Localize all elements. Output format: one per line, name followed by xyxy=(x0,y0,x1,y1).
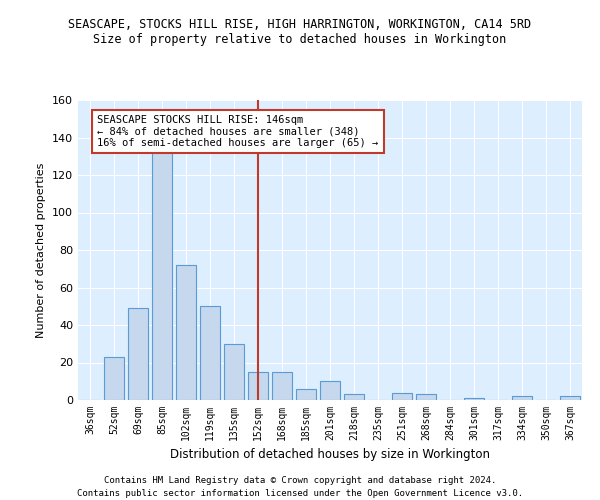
Bar xyxy=(272,372,292,400)
Text: Contains HM Land Registry data © Crown copyright and database right 2024.: Contains HM Land Registry data © Crown c… xyxy=(104,476,496,485)
Bar xyxy=(512,396,532,400)
Text: SEASCAPE STOCKS HILL RISE: 146sqm
← 84% of detached houses are smaller (348)
16%: SEASCAPE STOCKS HILL RISE: 146sqm ← 84% … xyxy=(97,115,379,148)
Bar xyxy=(224,344,244,400)
X-axis label: Distribution of detached houses by size in Workington: Distribution of detached houses by size … xyxy=(170,448,490,462)
Bar xyxy=(296,389,316,400)
Bar xyxy=(176,265,196,400)
Y-axis label: Number of detached properties: Number of detached properties xyxy=(37,162,46,338)
Text: Contains public sector information licensed under the Open Government Licence v3: Contains public sector information licen… xyxy=(77,489,523,498)
Bar xyxy=(320,381,340,400)
Bar xyxy=(560,396,580,400)
Bar xyxy=(392,392,412,400)
Bar xyxy=(128,308,148,400)
Bar xyxy=(344,394,364,400)
Bar xyxy=(416,394,436,400)
Bar xyxy=(104,357,124,400)
Bar xyxy=(152,150,172,400)
Bar xyxy=(464,398,484,400)
Bar xyxy=(248,372,268,400)
Bar xyxy=(200,306,220,400)
Text: Size of property relative to detached houses in Workington: Size of property relative to detached ho… xyxy=(94,32,506,46)
Text: SEASCAPE, STOCKS HILL RISE, HIGH HARRINGTON, WORKINGTON, CA14 5RD: SEASCAPE, STOCKS HILL RISE, HIGH HARRING… xyxy=(68,18,532,30)
